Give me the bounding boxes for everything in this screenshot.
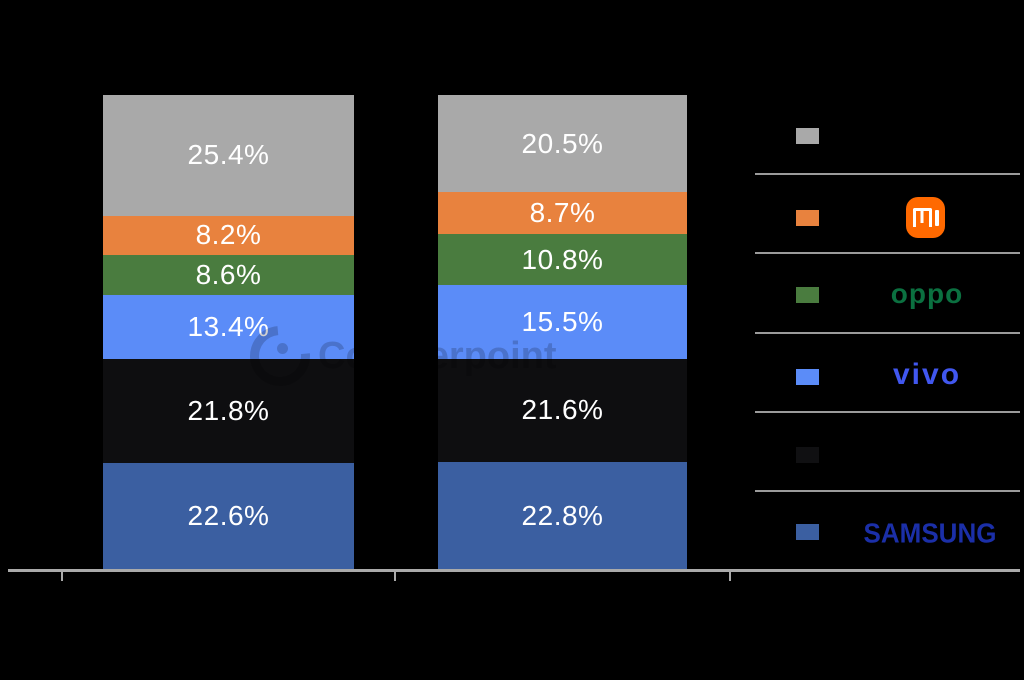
legend-divider [755,411,1020,413]
bar-segment-vivo: 13.4% [103,295,354,360]
xiaomi-i-glyph [934,209,939,226]
bar-segment-unlabeled-black: 21.8% [103,359,354,463]
x-axis-line [8,569,1020,572]
legend-swatch-samsung [796,524,819,540]
legend-divider [755,252,1020,254]
axis-tick [61,571,63,581]
legend-swatch-black [796,447,819,463]
segment-label: 8.2% [195,219,262,251]
legend-swatch-vivo [796,369,819,385]
segment-label: 8.6% [195,259,262,290]
segment-label: 15.5% [521,306,604,338]
segment-label: 10.8% [521,243,604,275]
bar-segment-xiaomi: 8.2% [103,215,354,255]
segment-label: 21.6% [521,394,604,426]
samsung-logo: SAMSUNG [863,517,997,549]
segment-label: 8.7% [529,197,596,229]
legend-swatch-xiaomi [796,210,819,226]
axis-tick [394,571,396,581]
segment-label: 21.8% [187,394,270,426]
xiaomi-mi-logo-icon [906,197,945,238]
bar-segment-samsung: 22.8% [438,461,687,570]
bar-segment-unlabeled-black: 21.6% [438,358,687,462]
vivo-logo: vivo [892,358,962,391]
legend-divider [755,332,1020,334]
legend-swatch-oppo [796,287,819,303]
bar-segment-oppo: 10.8% [438,233,687,286]
bar-segment-vivo: 15.5% [438,285,687,359]
stacked-bar-right: 20.5% 8.7% 10.8% 15.5% 21.6% 22.8% [438,95,687,570]
xiaomi-m-glyph [912,208,932,227]
legend-divider [755,173,1020,175]
bar-segment-unlabeled-gray-others: 20.5% [438,95,687,193]
oppo-logo: oppo [890,278,964,309]
segment-label: 20.5% [521,127,604,159]
segment-label: 25.4% [187,139,270,171]
segment-label: 22.8% [521,499,604,531]
axis-tick [729,571,731,581]
segment-label: 13.4% [187,311,270,343]
bar-segment-oppo: 8.6% [103,254,354,296]
legend-swatch-gray [796,128,819,144]
bar-segment-unlabeled-gray-others: 25.4% [103,95,354,216]
bar-segment-samsung: 22.6% [103,462,354,570]
stacked-bar-left: 25.4% 8.2% 8.6% 13.4% 21.8% 22.6% [103,95,354,570]
legend-divider [755,490,1020,492]
segment-label: 22.6% [187,500,270,532]
bar-segment-xiaomi: 8.7% [438,192,687,234]
